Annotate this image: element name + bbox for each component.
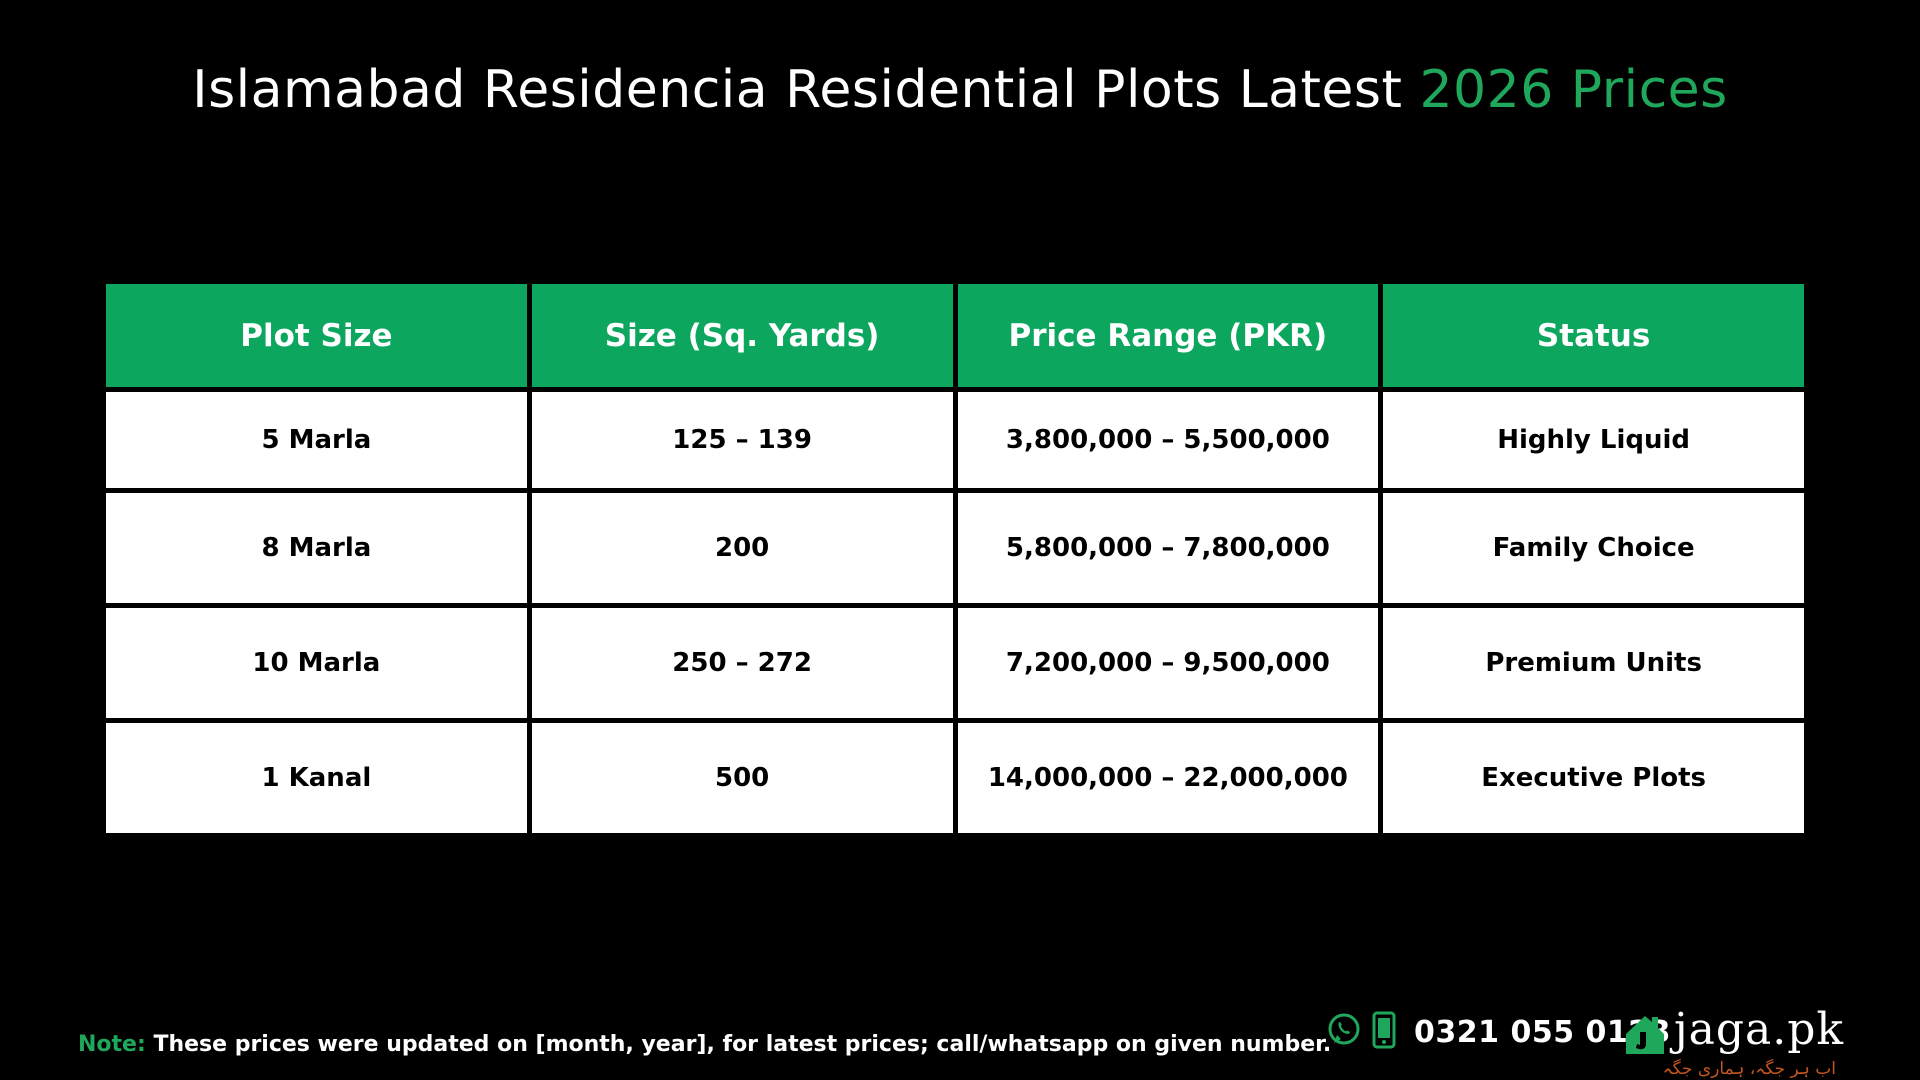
- cell-sq-yards: 250 – 272: [531, 608, 953, 718]
- cell-status: Family Choice: [1383, 493, 1804, 603]
- cell-price-range: 3,800,000 – 5,500,000: [957, 392, 1379, 488]
- cell-plot-size: 8 Marla: [106, 493, 527, 603]
- cell-sq-yards: 200: [531, 493, 953, 603]
- house-logo-icon: [1622, 1012, 1668, 1063]
- cell-sq-yards: 500: [531, 723, 953, 833]
- footnote: Note: These prices were updated on [mont…: [78, 1032, 1331, 1057]
- title-text: Islamabad Residencia Residential Plots L…: [192, 60, 1403, 120]
- cell-price-range: 14,000,000 – 22,000,000: [957, 723, 1379, 833]
- price-table-container: Plot Size Size (Sq. Yards) Price Range (…: [106, 284, 1814, 833]
- cell-plot-size: 1 Kanal: [106, 723, 527, 833]
- cell-status: Highly Liquid: [1383, 392, 1804, 488]
- brand-tagline: اب ہر جگہ، ہماری جگہ: [1662, 1059, 1836, 1079]
- brand-logo: jaga.pk اب ہر جگہ، ہماری جگہ: [1620, 1004, 1843, 1080]
- cell-plot-size: 10 Marla: [106, 608, 527, 718]
- column-header: Plot Size: [106, 284, 527, 387]
- page-title: Islamabad Residencia Residential Plots L…: [0, 60, 1920, 120]
- whatsapp-icon[interactable]: [1326, 1012, 1362, 1053]
- brand-name: jaga.pk: [1674, 1004, 1845, 1055]
- note-text: These prices were updated on [month, yea…: [153, 1032, 1332, 1057]
- column-header: Status: [1383, 284, 1804, 387]
- table-row: 1 Kanal 500 14,000,000 – 22,000,000 Exec…: [106, 723, 1804, 833]
- table-row: 10 Marla 250 – 272 7,200,000 – 9,500,000…: [106, 608, 1804, 718]
- cell-price-range: 5,800,000 – 7,800,000: [957, 493, 1379, 603]
- cell-sq-yards: 125 – 139: [531, 392, 953, 488]
- cell-status: Executive Plots: [1383, 723, 1804, 833]
- cell-status: Premium Units: [1383, 608, 1804, 718]
- column-header: Price Range (PKR): [957, 284, 1379, 387]
- table-row: 5 Marla 125 – 139 3,800,000 – 5,500,000 …: [106, 392, 1804, 488]
- cell-plot-size: 5 Marla: [106, 392, 527, 488]
- table-header-row: Plot Size Size (Sq. Yards) Price Range (…: [106, 284, 1804, 387]
- title-accent: 2026 Prices: [1419, 60, 1728, 120]
- table-row: 8 Marla 200 5,800,000 – 7,800,000 Family…: [106, 493, 1804, 603]
- note-label: Note:: [78, 1032, 146, 1057]
- cell-price-range: 7,200,000 – 9,500,000: [957, 608, 1379, 718]
- column-header: Size (Sq. Yards): [531, 284, 953, 387]
- mobile-phone-icon[interactable]: [1372, 1011, 1396, 1054]
- price-table: Plot Size Size (Sq. Yards) Price Range (…: [101, 279, 1809, 838]
